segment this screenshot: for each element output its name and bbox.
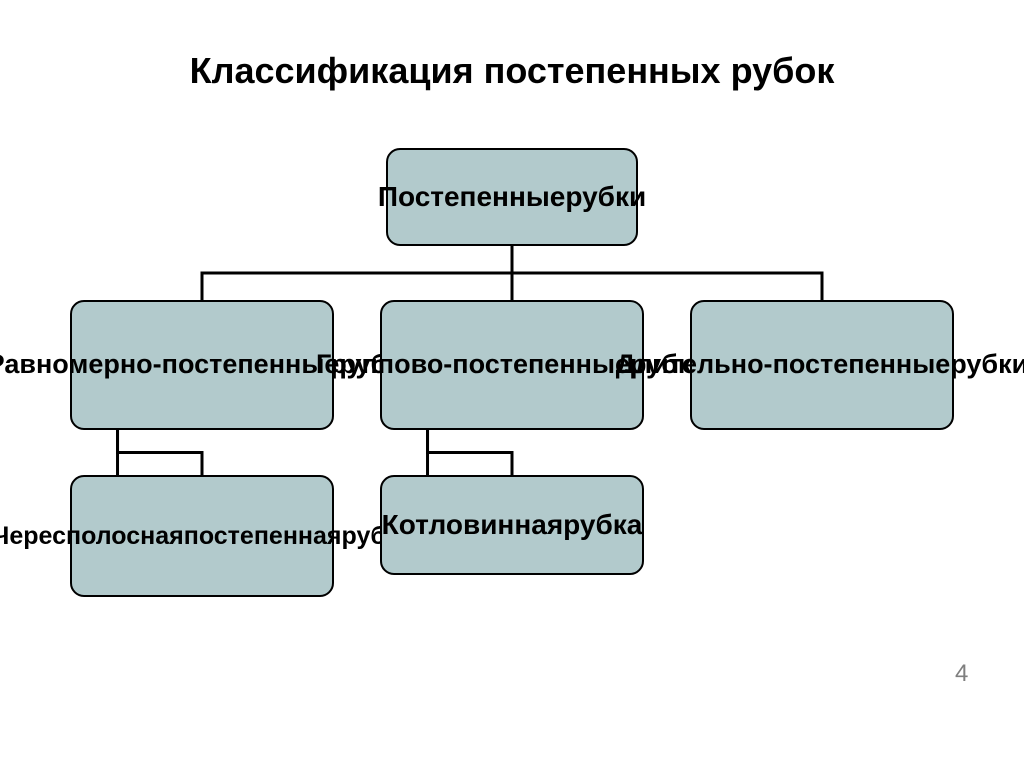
tree-node-label-line: Группово- (316, 349, 452, 380)
tree-node-label-line: Чересполосная (0, 522, 184, 551)
tree-node-label-line: рубка (563, 509, 642, 541)
tree-node-label-line: постепенные (452, 349, 630, 380)
tree-node-g2: Котловиннаярубка (380, 475, 644, 575)
tree-node-c1: Равномерно-постепенныерубки (70, 300, 334, 430)
slide: Классификация постепенных рубок 4 Постеп… (0, 0, 1024, 767)
tree-node-g1: Чересполоснаяпостепеннаярубка (70, 475, 334, 597)
tree-node-label-line: рубки (950, 349, 1024, 380)
tree-node-label-line: Котловинная (382, 509, 564, 541)
tree-node-label-line: Постепенные (378, 181, 566, 213)
tree-node-label-line: Равномерно- (0, 349, 162, 380)
tree-node-label-line: рубки (565, 181, 646, 213)
tree-node-c3: Длительно-постепенныерубки (690, 300, 954, 430)
tree-node-label-line: постепенная (184, 522, 342, 551)
tree-node-root: Постепенныерубки (386, 148, 638, 246)
tree-node-label-line: постепенные (162, 349, 340, 380)
page-number: 4 (955, 660, 968, 688)
tree-node-c2: Группово-постепенныерубки (380, 300, 644, 430)
slide-title: Классификация постепенных рубок (0, 50, 1024, 92)
tree-node-label-line: Длительно- (616, 349, 773, 380)
tree-node-label-line: постепенные (773, 349, 951, 380)
